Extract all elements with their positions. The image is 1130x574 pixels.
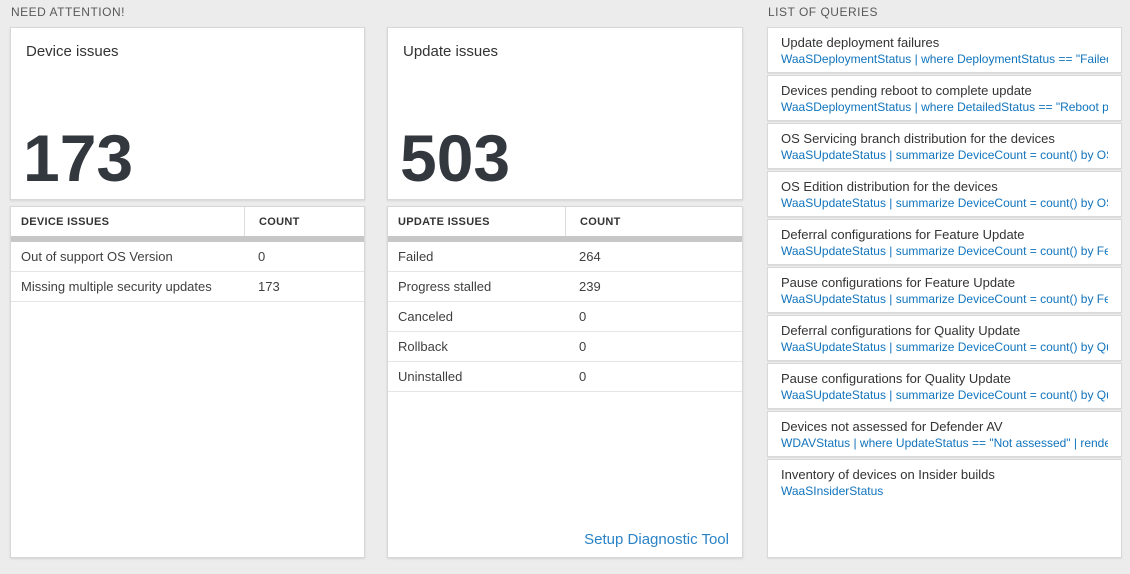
row-label: Rollback [398,339,448,354]
device-table-header-count: COUNT [244,207,364,236]
query-title: Deferral configurations for Feature Upda… [781,227,1025,242]
update-issues-title: Update issues [403,43,499,60]
update-table-header: UPDATE ISSUES COUNT [388,207,742,236]
query-item[interactable]: Pause configurations for Quality Update … [767,363,1122,409]
table-row[interactable]: Failed 264 [388,242,742,272]
query-item[interactable]: Devices not assessed for Defender AV WDA… [767,411,1122,457]
query-item[interactable]: Devices pending reboot to complete updat… [767,75,1122,121]
row-count: 0 [579,369,587,384]
query-code: WaaSUpdateStatus | summarize DeviceCount… [781,244,1108,258]
query-item[interactable]: Inventory of devices on Insider builds W… [767,459,1122,558]
row-count: 0 [579,339,587,354]
query-code: WaaSUpdateStatus | summarize DeviceCount… [781,196,1108,210]
row-count: 0 [258,249,266,264]
device-issues-tile[interactable]: Device issues 173 [10,27,365,200]
row-label: Uninstalled [398,369,463,384]
query-code: WDAVStatus | where UpdateStatus == "Not … [781,436,1108,450]
row-count: 264 [579,249,601,264]
query-list: Update deployment failures WaaSDeploymen… [767,27,1122,558]
query-item[interactable]: Deferral configurations for Quality Upda… [767,315,1122,361]
query-code: WaaSUpdateStatus | summarize DeviceCount… [781,148,1108,162]
query-title: Deferral configurations for Quality Upda… [781,323,1021,338]
table-scroll-shadow [388,236,742,242]
query-item[interactable]: Deferral configurations for Feature Upda… [767,219,1122,265]
query-item[interactable]: OS Servicing branch distribution for the… [767,123,1122,169]
row-label: Out of support OS Version [21,249,173,264]
query-item[interactable]: Pause configurations for Feature Update … [767,267,1122,313]
query-title: Devices pending reboot to complete updat… [781,83,1032,98]
update-table-header-count: COUNT [565,207,742,236]
row-count: 173 [258,279,280,294]
list-of-queries-heading: LIST OF QUERIES [768,5,878,19]
row-count: 0 [579,309,587,324]
device-issues-table: DEVICE ISSUES COUNT Out of support OS Ve… [10,206,365,558]
row-count: 239 [579,279,601,294]
query-code: WaaSUpdateStatus | summarize DeviceCount… [781,388,1108,402]
row-label: Missing multiple security updates [21,279,212,294]
device-issues-title: Device issues [26,43,119,60]
table-scroll-shadow [11,236,364,242]
query-code: WaaSInsiderStatus [781,484,884,498]
row-label: Canceled [398,309,453,324]
query-title: Pause configurations for Feature Update [781,275,1016,290]
row-label: Failed [398,249,434,264]
update-table-header-issues: UPDATE ISSUES [398,215,490,228]
table-row[interactable]: Progress stalled 239 [388,272,742,302]
table-row[interactable]: Out of support OS Version 0 [11,242,364,272]
query-code: WaaSUpdateStatus | summarize DeviceCount… [781,292,1108,306]
device-table-header-issues: DEVICE ISSUES [21,215,110,228]
row-label: Progress stalled [398,279,492,294]
query-title: Inventory of devices on Insider builds [781,467,995,482]
update-issues-count: 503 [400,121,511,196]
query-title: Pause configurations for Quality Update [781,371,1011,386]
table-row[interactable]: Uninstalled 0 [388,362,742,392]
query-code: WaaSDeploymentStatus | where DeploymentS… [781,52,1108,66]
device-issues-count: 173 [23,121,134,196]
update-issues-table: UPDATE ISSUES COUNT Failed 264 Progress … [387,206,743,558]
setup-diagnostic-tool-link[interactable]: Setup Diagnostic Tool [584,531,729,548]
need-attention-heading: NEED ATTENTION! [11,5,125,19]
device-table-header: DEVICE ISSUES COUNT [11,207,364,236]
query-code: WaaSUpdateStatus | summarize DeviceCount… [781,340,1108,354]
query-title: OS Edition distribution for the devices [781,179,998,194]
query-item[interactable]: OS Edition distribution for the devices … [767,171,1122,217]
query-title: Devices not assessed for Defender AV [781,419,1003,434]
query-title: OS Servicing branch distribution for the… [781,131,1055,146]
table-row[interactable]: Rollback 0 [388,332,742,362]
update-issues-tile[interactable]: Update issues 503 [387,27,743,200]
query-code: WaaSDeploymentStatus | where DetailedSta… [781,100,1108,114]
query-title: Update deployment failures [781,35,940,50]
table-row[interactable]: Canceled 0 [388,302,742,332]
query-item[interactable]: Update deployment failures WaaSDeploymen… [767,27,1122,73]
table-row[interactable]: Missing multiple security updates 173 [11,272,364,302]
